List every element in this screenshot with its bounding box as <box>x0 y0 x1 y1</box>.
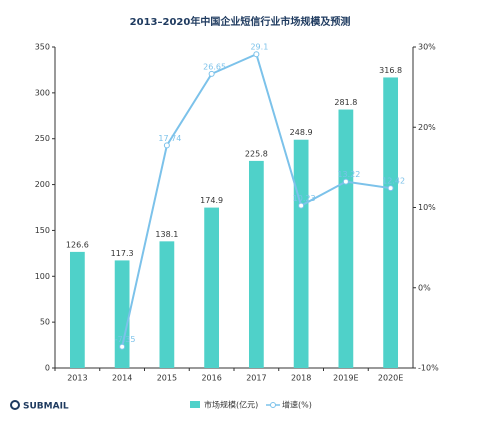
x-tick-label: 2016 <box>201 374 221 383</box>
bar <box>248 160 264 368</box>
bar-label: 225.8 <box>245 149 268 158</box>
x-tick-label: 2014 <box>112 374 132 383</box>
growth-label: 12.42 <box>382 177 405 186</box>
growth-label: 17.74 <box>158 134 181 143</box>
growth-label: 13.22 <box>337 170 360 179</box>
y2-tick-label: 20% <box>418 123 436 132</box>
growth-label: -7.35 <box>115 335 136 344</box>
y2-tick-label: 30% <box>418 43 436 52</box>
growth-point <box>163 142 170 149</box>
growth-point <box>119 343 126 350</box>
y2-tick-label: -10% <box>418 364 439 373</box>
y-tick-label: 250 <box>35 134 50 143</box>
growth-point <box>208 70 215 77</box>
y-tick-label: 150 <box>35 226 50 235</box>
growth-point <box>387 185 394 192</box>
bar <box>114 260 130 368</box>
bar-label: 117.3 <box>111 249 134 258</box>
y-tick-label: 300 <box>35 88 50 97</box>
brand: SUBMAIL <box>23 402 69 412</box>
growth-label: 26.65 <box>203 62 226 71</box>
y2-tick-label: 0% <box>418 283 431 292</box>
bar <box>69 251 85 368</box>
y-tick-label: 350 <box>35 43 50 52</box>
bar <box>338 109 354 369</box>
growth-point <box>342 178 349 185</box>
bar <box>204 207 220 368</box>
bar <box>293 139 309 368</box>
growth-point <box>253 51 260 58</box>
x-tick-label: 2019E <box>333 374 358 383</box>
x-tick-label: 2015 <box>157 374 177 383</box>
bar-label: 138.1 <box>155 230 178 239</box>
bar-label: 281.8 <box>334 98 357 107</box>
bar-label: 126.6 <box>66 240 89 249</box>
growth-point <box>298 202 305 209</box>
y-tick-label: 50 <box>40 318 50 327</box>
growth-label: 29.1 <box>250 43 268 52</box>
x-tick-label: 2017 <box>246 374 266 383</box>
bar-label: 174.9 <box>200 196 223 205</box>
legend-label: 市场规模(亿元) <box>204 400 258 410</box>
y-tick-label: 200 <box>35 180 50 189</box>
legend-swatch <box>270 402 276 408</box>
brand-icon <box>10 400 20 410</box>
bar <box>383 77 399 368</box>
legend-label: 增速(%) <box>282 400 312 410</box>
bar-label: 316.8 <box>379 66 402 75</box>
y2-tick-label: 10% <box>418 203 436 212</box>
legend-swatch <box>190 401 200 408</box>
bar-label: 248.9 <box>290 128 313 137</box>
y-tick-label: 100 <box>35 272 50 281</box>
x-tick-label: 2020E <box>378 374 403 383</box>
x-tick-label: 2018 <box>291 374 311 383</box>
growth-label: 10.23 <box>293 194 316 203</box>
x-tick-label: 2013 <box>67 374 87 383</box>
bar <box>159 241 175 368</box>
y-tick-label: 0 <box>45 364 50 373</box>
chart-title: 2013–2020年中国企业短信行业市场规模及预测 <box>130 15 351 28</box>
